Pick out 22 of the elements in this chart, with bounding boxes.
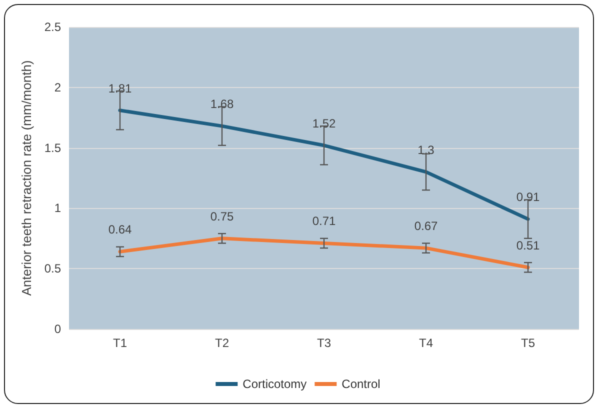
data-label: 1.3 [418, 142, 435, 157]
data-label: 0.67 [414, 219, 438, 234]
data-label: 0.75 [210, 209, 234, 224]
x-tick-label: T2 [214, 336, 230, 350]
legend-label: Control [342, 377, 380, 391]
x-tick-label: T4 [418, 336, 434, 350]
y-tick-label: 1.5 [44, 140, 62, 155]
y-axis-title: Anterior teeth retraction rate (mm/month) [19, 60, 34, 296]
y-tick-label: 1 [54, 201, 62, 216]
x-tick-label: T5 [520, 336, 536, 350]
y-tick-label: 2 [54, 80, 62, 94]
x-tick-label: T3 [316, 336, 332, 350]
data-label: 1.68 [210, 97, 234, 112]
data-label: 0.64 [108, 222, 132, 237]
data-label: 0.71 [312, 214, 336, 228]
legend-label: Corticotomy [242, 377, 307, 391]
data-label: 0.51 [516, 238, 540, 252]
y-tick-label: 2.5 [44, 20, 62, 34]
y-tick-label: 0.5 [44, 262, 62, 276]
data-label: 0.91 [516, 190, 540, 204]
y-tick-label: 0 [54, 322, 62, 336]
x-tick-label: T1 [112, 336, 128, 350]
